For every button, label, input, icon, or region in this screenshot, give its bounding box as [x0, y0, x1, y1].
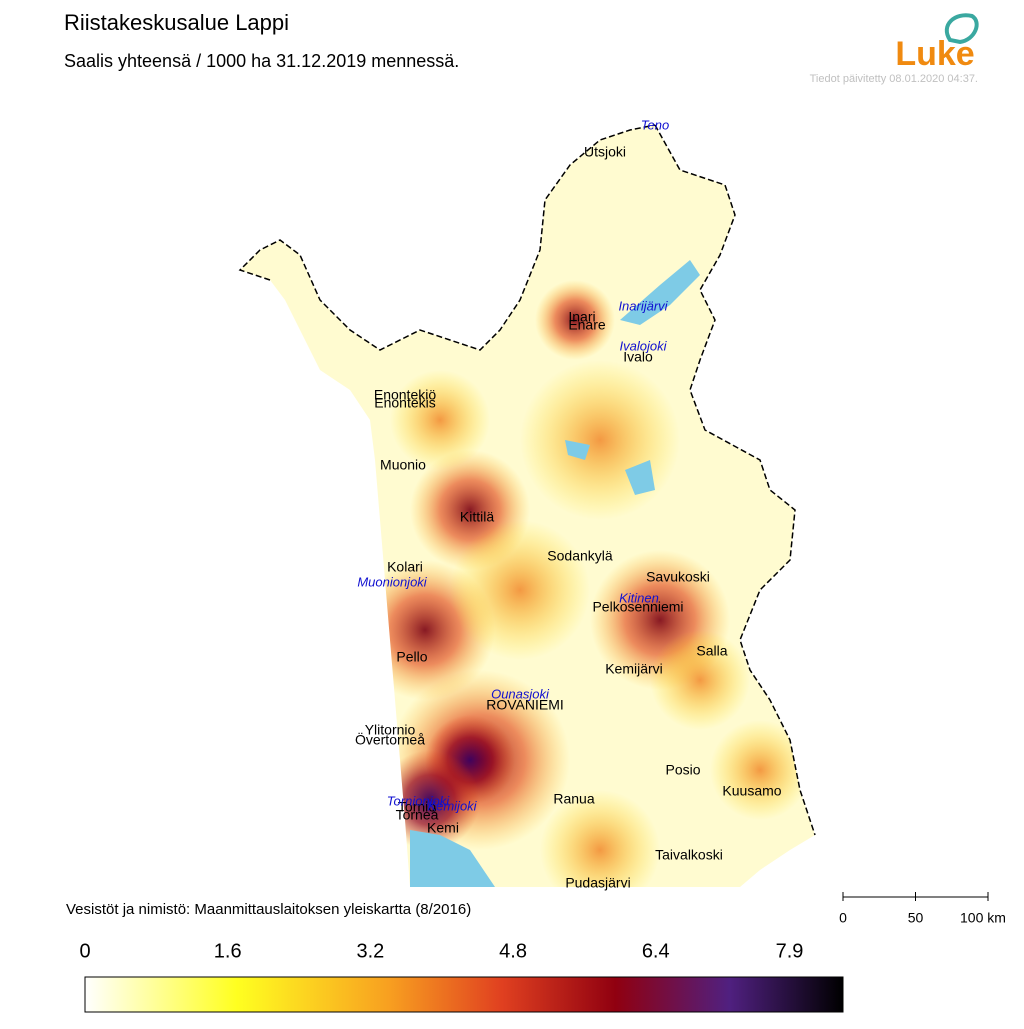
title: Riistakeskusalue Lappi	[64, 10, 289, 35]
place: Ranua	[553, 791, 594, 807]
scale-label: 100 km	[960, 910, 1006, 926]
place: Pelkosenniemi	[592, 599, 683, 615]
water: Kitinen	[619, 590, 659, 605]
place: Övertorneå	[355, 731, 425, 748]
logo-text: Luke	[895, 35, 974, 73]
place: Torneå	[396, 807, 439, 823]
water: Teno	[641, 117, 669, 132]
place: Kolari	[387, 559, 423, 575]
scale-label: 50	[908, 910, 924, 926]
subtitle: Saalis yhteensä / 1000 ha 31.12.2019 men…	[64, 51, 459, 71]
water: Kemijoki	[427, 798, 477, 813]
place-labels: Utsjoki Inari Enare Ivalo Enontekiö Enon…	[355, 144, 782, 891]
place: ROVANIEMI	[486, 697, 564, 713]
place: Taivalkoski	[655, 847, 723, 863]
updated-note: Tiedot päivitetty 08.01.2020 04:37.	[810, 73, 978, 85]
water: Inarijärvi	[618, 298, 668, 313]
place: Ivalo	[623, 349, 653, 365]
place: Kuusamo	[722, 783, 781, 799]
place: Kemijärvi	[605, 661, 663, 677]
colorbar-label: 0	[79, 940, 90, 962]
colorbar-label: 4.8	[499, 940, 527, 962]
colorbar-label: 1.6	[214, 940, 242, 962]
place: Pudasjärvi	[565, 875, 630, 891]
place: Ylitornio	[365, 722, 416, 738]
border	[238, 124, 816, 836]
place: Enontekiö	[374, 387, 436, 403]
scale-label: 0	[839, 910, 847, 926]
place: Enontekis	[374, 395, 435, 411]
credit: Vesistöt ja nimistö: Maanmittauslaitokse…	[66, 901, 471, 918]
water: Ounasjoki	[491, 686, 550, 701]
water: Muonionjoki	[357, 574, 427, 589]
colorbar-label: 3.2	[356, 940, 384, 962]
place: Inari	[568, 309, 595, 325]
place: Sodankylä	[547, 548, 613, 564]
logo: Luke	[895, 13, 979, 73]
place: Savukoski	[646, 569, 710, 585]
water: Ivalojoki	[620, 338, 668, 353]
water: Tornionjoki	[387, 793, 451, 808]
place: Enare	[568, 317, 606, 333]
water-labels: Teno Inarijärvi Ivalojoki Muonionjoki Ki…	[357, 117, 669, 813]
colorbar-label: 6.4	[642, 940, 670, 962]
place: Kittilä	[460, 509, 494, 525]
colorbar-label: 7.9	[776, 940, 804, 962]
place: Tornio	[398, 799, 436, 815]
place: Muonio	[380, 457, 426, 473]
place: Salla	[696, 643, 727, 659]
place: Pello	[396, 649, 427, 665]
place: Kemi	[427, 820, 459, 836]
place: Posio	[665, 762, 700, 778]
place: Utsjoki	[584, 144, 626, 160]
colorbar	[84, 976, 844, 1013]
